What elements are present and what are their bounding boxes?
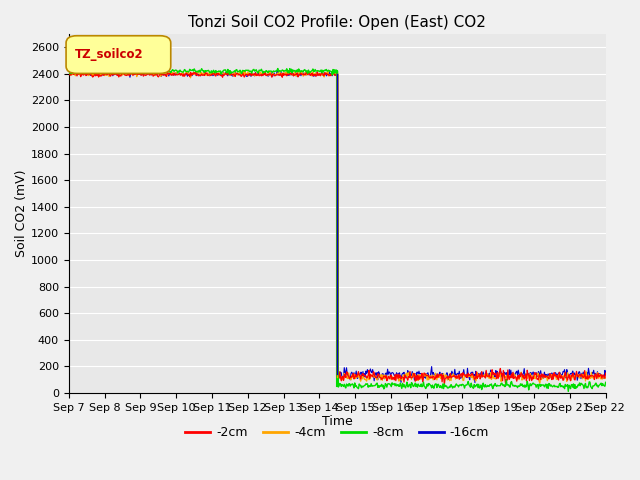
X-axis label: Time: Time xyxy=(322,415,353,429)
FancyBboxPatch shape xyxy=(66,36,171,73)
Y-axis label: Soil CO2 (mV): Soil CO2 (mV) xyxy=(15,169,28,257)
Text: TZ_soilco2: TZ_soilco2 xyxy=(75,48,144,61)
Legend: -2cm, -4cm, -8cm, -16cm: -2cm, -4cm, -8cm, -16cm xyxy=(180,421,494,444)
Title: Tonzi Soil CO2 Profile: Open (East) CO2: Tonzi Soil CO2 Profile: Open (East) CO2 xyxy=(188,15,486,30)
